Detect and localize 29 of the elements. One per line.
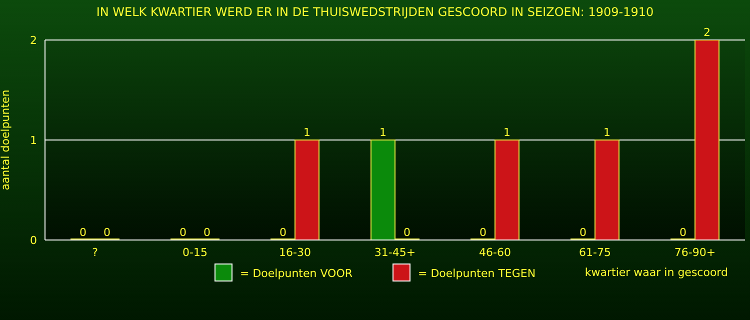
data-label: 0 <box>680 226 686 239</box>
text: = Doelpunten TEGEN <box>418 267 536 280</box>
data-label: 2 <box>704 26 710 39</box>
data-label: 0 <box>480 226 486 239</box>
chart-title: IN WELK KWARTIER WERD ER IN DE THUISWEDSTRIJDEN GESCOORD IN SEIZOEN: 1909-1910 <box>95 5 655 19</box>
data-label: 0 <box>204 226 210 239</box>
data-label: 1 <box>304 126 310 139</box>
data-label: 0 <box>580 226 586 239</box>
y-tick-label: 2 <box>30 34 37 47</box>
x-tick-label: 76-90+ <box>674 246 716 259</box>
data-label: 1 <box>504 126 510 139</box>
x-axis-title: kwartier waar in gescoord <box>584 266 728 279</box>
data-label: 1 <box>380 126 386 139</box>
x-tick-label: 46-60 <box>479 246 511 259</box>
x-tick-label: 61-75 <box>579 246 611 259</box>
legend-label: = Doelpunten VOOR <box>240 267 353 280</box>
x-tick-label: 0-15 <box>182 246 208 259</box>
data-label: 0 <box>80 226 86 239</box>
x-tick-label: 31-45+ <box>374 246 416 259</box>
data-label: 1 <box>604 126 610 139</box>
x-tick-label: ? <box>92 246 98 259</box>
data-label: 0 <box>404 226 410 239</box>
y-axis-title: aantal doelpunten <box>0 90 12 190</box>
y-tick-label: 0 <box>30 234 37 247</box>
x-tick-label: 16-30 <box>279 246 311 259</box>
data-label: 0 <box>180 226 186 239</box>
data-label: 0 <box>280 226 286 239</box>
data-label: 0 <box>104 226 110 239</box>
y-tick-label: 1 <box>30 134 37 147</box>
